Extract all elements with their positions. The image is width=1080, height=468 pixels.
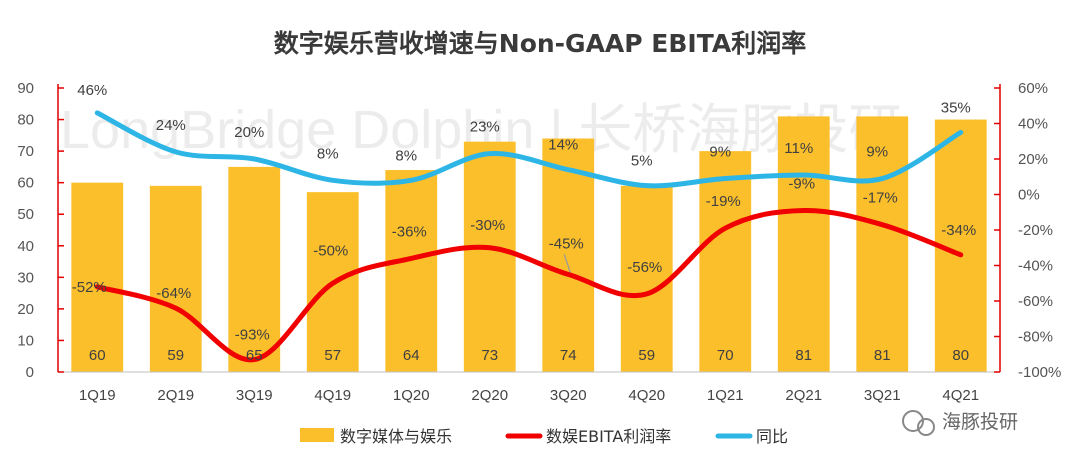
legend-label-yoy: 同比 [756, 427, 788, 446]
category-label: 4Q20 [628, 387, 665, 404]
yoy-data-label: 5% [631, 153, 653, 170]
left-tick-label: 80 [17, 112, 34, 129]
bar-value-label: 70 [717, 347, 734, 364]
yoy-data-label: 24% [156, 117, 186, 134]
left-tick-label: 70 [17, 143, 34, 160]
category-label: 4Q21 [942, 387, 979, 404]
category-label: 1Q20 [393, 387, 430, 404]
left-tick-label: 60 [17, 175, 34, 192]
bar-value-label: 81 [795, 347, 812, 364]
brand-logo: 海豚投研 [902, 410, 1018, 436]
legend-label-margin: 数娱EBITA利润率 [546, 427, 671, 446]
bar [856, 116, 909, 373]
bar-value-label: 57 [324, 347, 341, 364]
bar-value-label: 73 [481, 347, 498, 364]
bar [463, 141, 516, 372]
bar [620, 185, 673, 372]
bar [71, 182, 124, 372]
right-tick-label: 0% [1018, 187, 1040, 204]
margin-data-label: -50% [313, 242, 348, 259]
margin-data-label: -19% [706, 193, 741, 210]
lines [94, 110, 964, 363]
left-tick-label: 30 [17, 269, 34, 286]
category-label: 2Q20 [471, 387, 508, 404]
right-tick-label: 60% [1018, 80, 1048, 97]
yoy-data-label: 23% [470, 119, 500, 136]
right-tick-label: -40% [1018, 258, 1053, 275]
right-tick-label: -60% [1018, 293, 1053, 310]
margin-data-label: -36% [392, 223, 427, 240]
left-tick-label: 0 [26, 364, 34, 381]
bars [71, 116, 987, 373]
bar-value-label: 59 [638, 347, 655, 364]
data-labels: 60 59 65 57 64 73 74 59 70 81 81 80 46% 24% 20% 8% 8% 23%… [72, 82, 977, 364]
chart-title: 数字娱乐营收增速与Non-GAAP EBITA利润率 [274, 29, 806, 58]
left-tick-label: 90 [17, 80, 34, 97]
category-label: 3Q21 [864, 387, 901, 404]
category-label: 2Q21 [785, 387, 822, 404]
left-tick-label: 50 [17, 206, 34, 223]
margin-data-label: -64% [156, 285, 191, 302]
yoy-data-label: 8% [317, 145, 339, 162]
bar-value-label: 80 [952, 347, 969, 364]
left-tick-label: 40 [17, 238, 34, 255]
margin-data-label: -17% [863, 190, 898, 207]
yoy-data-label: 46% [77, 82, 107, 99]
legend: 数字媒体与娱乐 数娱EBITA利润率 同比 [300, 427, 788, 446]
bar [149, 185, 202, 372]
bar-value-label: 65 [246, 347, 263, 364]
yoy-data-label: 9% [709, 144, 731, 161]
yoy-data-label: 14% [548, 137, 578, 154]
margin-data-label: -93% [235, 327, 270, 344]
margin-data-label: -52% [72, 279, 107, 296]
category-label: 4Q19 [314, 387, 351, 404]
yoy-data-label: 11% [784, 140, 813, 157]
yoy-data-label: 35% [941, 99, 971, 116]
category-label: 3Q20 [550, 387, 587, 404]
right-tick-label: 40% [1018, 116, 1048, 133]
category-label: 1Q21 [707, 387, 744, 404]
category-label: 2Q19 [157, 387, 194, 404]
bar [542, 138, 595, 372]
bar-value-label: 74 [560, 347, 577, 364]
yoy-data-label: 20% [234, 124, 264, 141]
margin-data-label: -30% [470, 217, 505, 234]
category-label: 3Q19 [236, 387, 273, 404]
brand-text: 海豚投研 [942, 411, 1018, 433]
bar [385, 170, 438, 372]
bar [228, 166, 281, 372]
category-label: 1Q19 [79, 387, 116, 404]
bar-value-label: 60 [89, 347, 106, 364]
series-line-yoy [94, 110, 964, 189]
margin-data-label: -9% [788, 175, 815, 192]
bar-value-label: 64 [403, 347, 420, 364]
left-tick-label: 10 [17, 332, 34, 349]
margin-data-label: -34% [941, 222, 976, 239]
axes: 0 10 20 30 40 50 60 70 80 90 -100% -80% -60% -40% -20%… [17, 80, 1061, 404]
yoy-data-label: 9% [866, 144, 888, 161]
label-leader-line [563, 254, 571, 273]
bar-value-label: 59 [167, 347, 184, 364]
margin-data-label: -45% [549, 235, 584, 252]
right-tick-label: -80% [1018, 329, 1053, 346]
right-tick-label: -100% [1018, 364, 1061, 381]
bar [777, 116, 830, 373]
bar [699, 151, 752, 372]
right-tick-label: 20% [1018, 151, 1048, 168]
legend-label-bar: 数字媒体与娱乐 [340, 427, 452, 446]
wechat-icon-2 [917, 418, 935, 436]
margin-data-label: -56% [627, 259, 662, 276]
right-tick-label: -20% [1018, 222, 1053, 239]
yoy-data-label: 8% [395, 147, 417, 164]
legend-swatch-bar [300, 428, 334, 442]
left-tick-label: 20 [17, 301, 34, 318]
bar-value-label: 81 [874, 347, 891, 364]
series-line-margin [94, 207, 964, 363]
wechat-icon [902, 410, 924, 432]
